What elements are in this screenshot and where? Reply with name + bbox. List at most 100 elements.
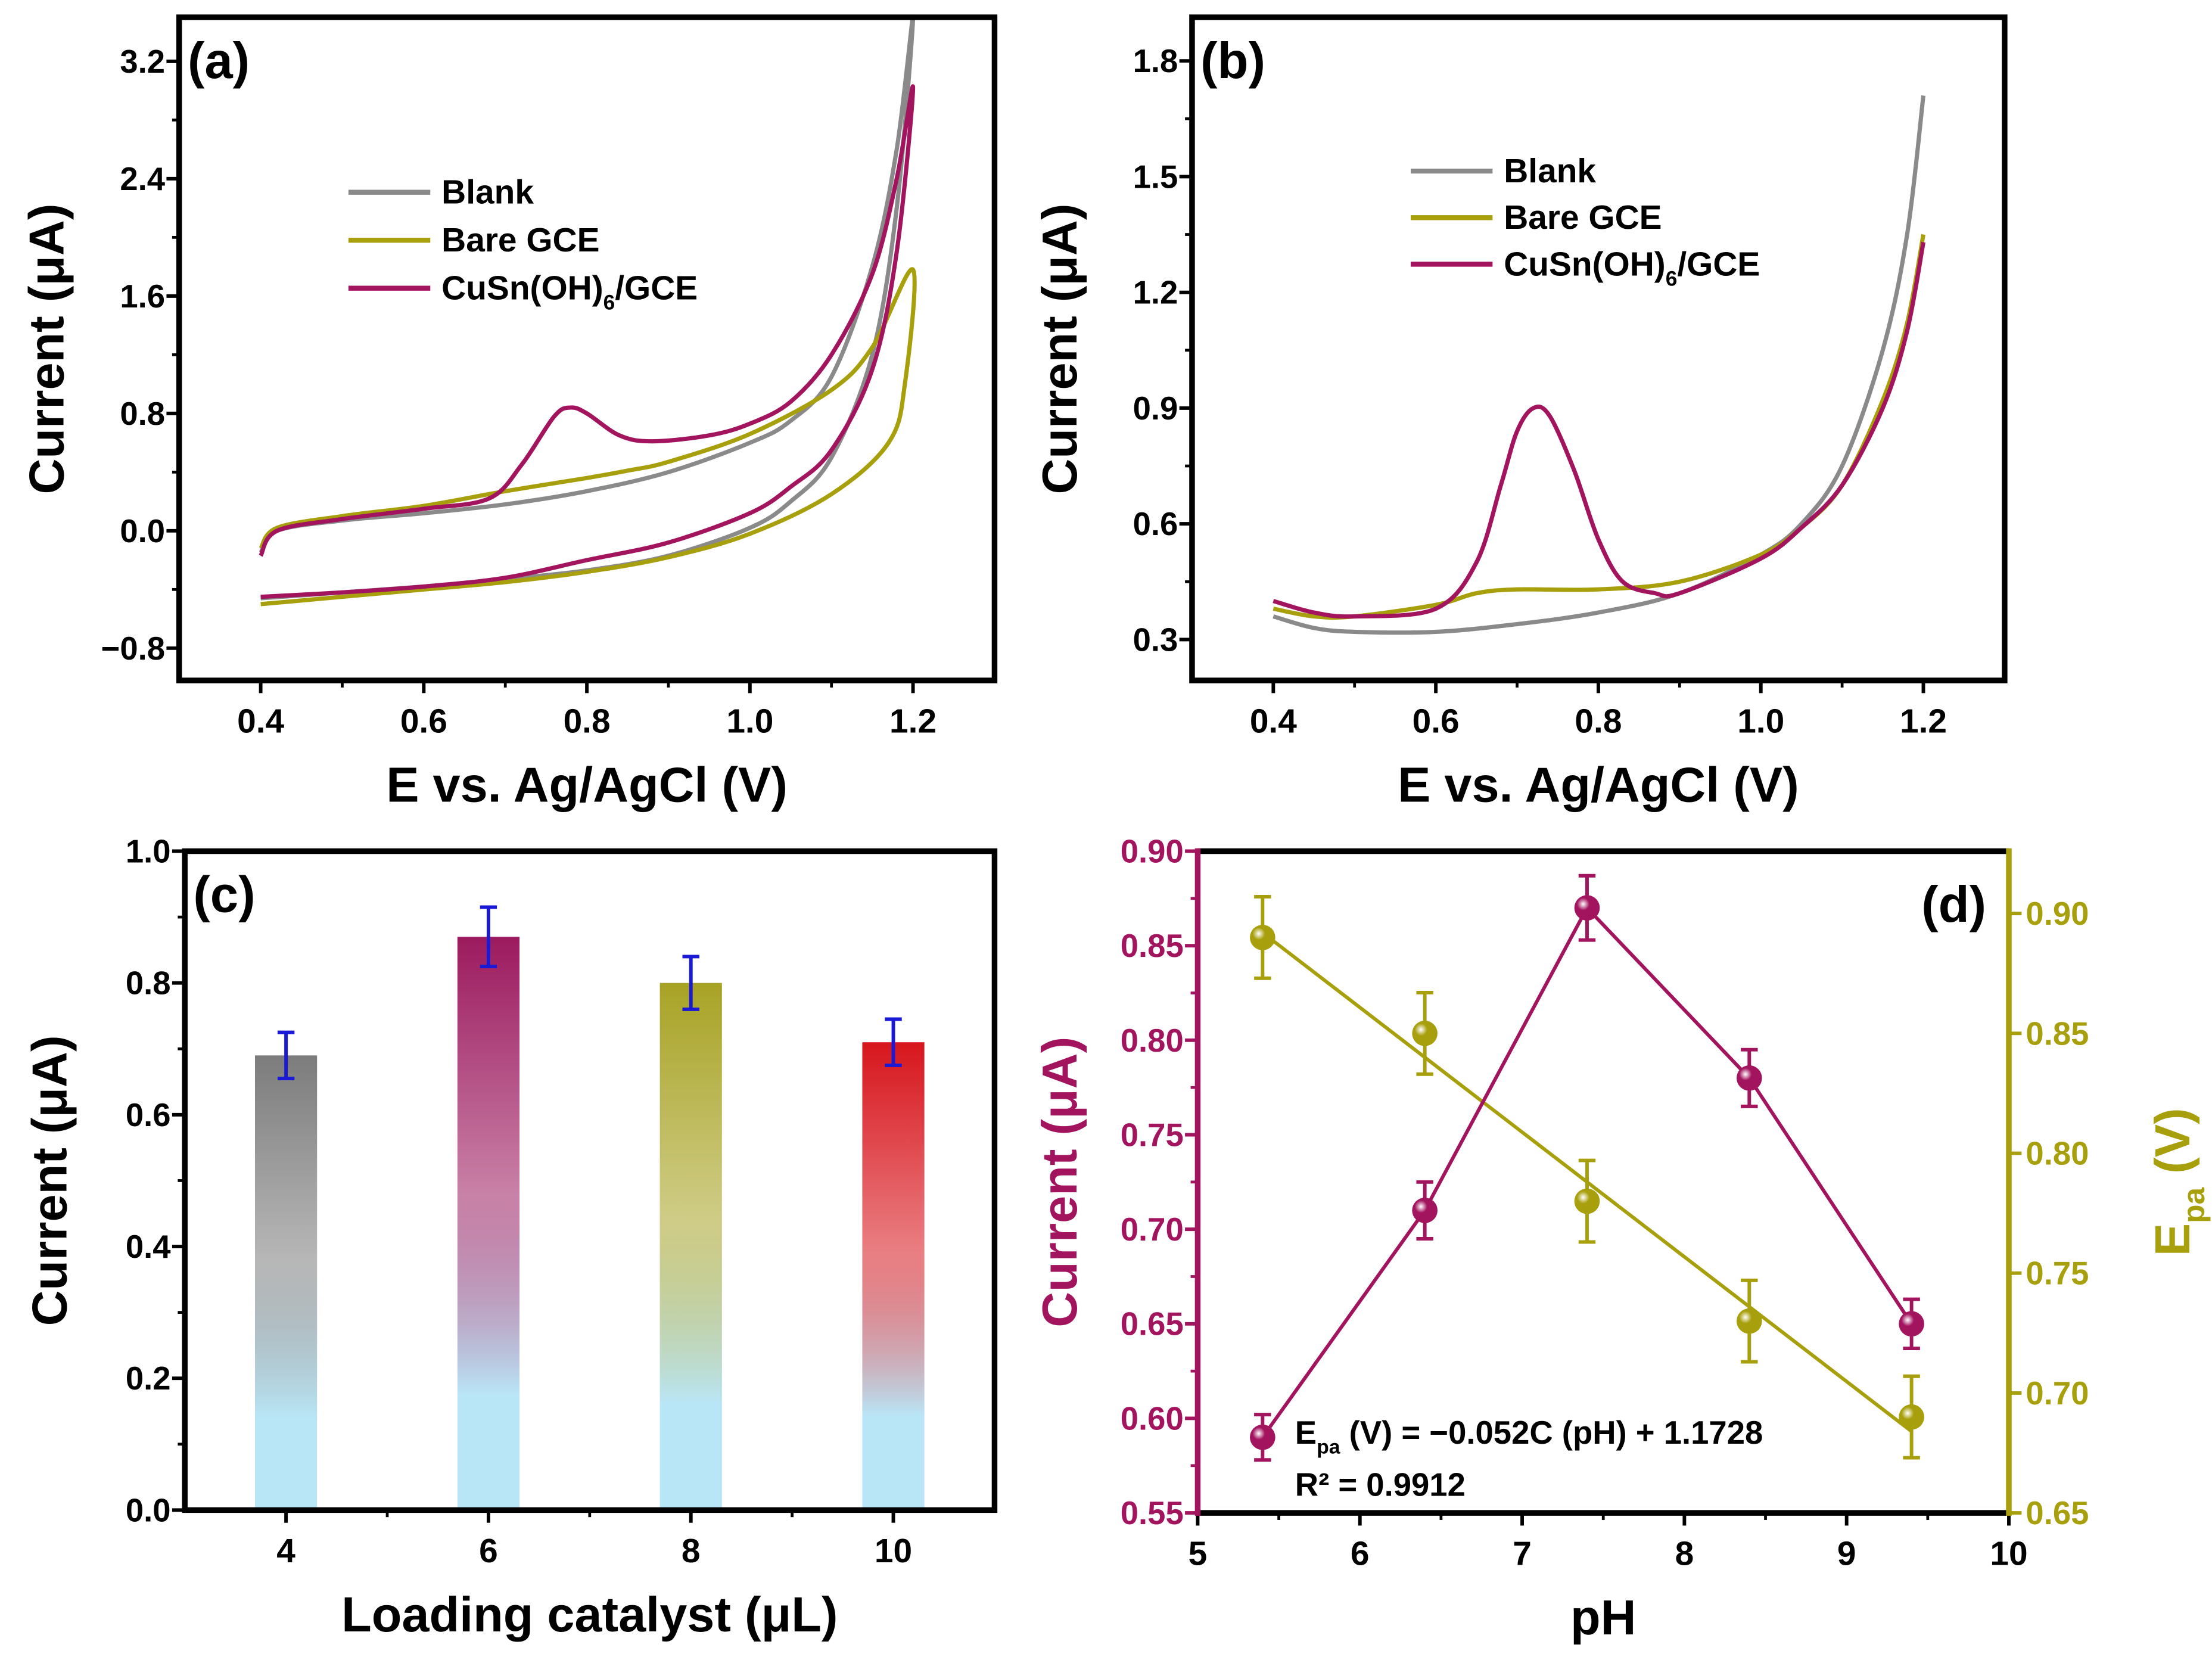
y-axis-title: Current (μA) (1032, 204, 1087, 495)
panel-label: (c) (193, 866, 255, 923)
legend-label: Bare GCE (441, 222, 599, 259)
y-tick-label: 0.65 (1121, 1306, 1184, 1342)
y-right-tick-label: 0.85 (2026, 1015, 2089, 1052)
y-tick-label: 0.55 (1121, 1495, 1184, 1531)
y-tick-label: 1.0 (126, 833, 171, 869)
y-right-tick-label: 0.75 (2026, 1255, 2089, 1292)
series-line-0 (1273, 95, 1926, 635)
x-tick-label: 1.0 (1737, 703, 1784, 741)
y-axis-title: Current (μA) (21, 1035, 77, 1326)
panel-d: 5 6 7 8 9 10 0.55 0.60 0.65 0.70 0.75 0.80 0.85 0.90 p… (1032, 833, 2211, 1645)
data-point-Epa (1574, 1188, 1600, 1214)
legend-label: CuSn(OH)6/GCE (441, 270, 698, 315)
text-part: CuSn(OH) (441, 270, 603, 307)
y-tick-label: 0.8 (120, 396, 165, 432)
data-point-Current (1899, 1311, 1924, 1337)
series-line-2 (259, 84, 916, 599)
text-part: Blank (1504, 153, 1596, 190)
x-tick-label: 1.2 (1900, 703, 1947, 741)
y-tick-label: 0.0 (120, 513, 165, 549)
bar-4 (255, 1055, 318, 1510)
y-axis-title: Current (μA) (1032, 1037, 1087, 1328)
plot-area (1273, 95, 1926, 635)
bar-8 (659, 983, 722, 1510)
x-tick-label: 1.2 (889, 703, 937, 741)
x-tick-label: 0.4 (1250, 703, 1297, 741)
series-line-1 (1273, 234, 1926, 620)
y-right-tick-label: 0.70 (2026, 1375, 2089, 1412)
subscript: pa (1317, 1435, 1340, 1458)
panel-label: (b) (1200, 33, 1265, 89)
legend-label: Blank (1504, 153, 1596, 190)
y-right-axis-title: Epa (V) (2145, 1108, 2211, 1256)
text-part: (V) (2145, 1108, 2200, 1187)
y-tick-label: 0.0 (126, 1492, 171, 1528)
r-squared: R² = 0.9912 (1295, 1467, 1466, 1503)
subscript: 6 (603, 291, 615, 315)
x-tick-label: 1.0 (726, 703, 773, 741)
panel-label: (a) (188, 33, 250, 89)
x-tick-label: 7 (1513, 1535, 1532, 1573)
y-tick-label: 0.4 (126, 1229, 171, 1265)
legend-label: Bare GCE (1504, 199, 1662, 237)
y-tick-label: 0.85 (1121, 928, 1184, 964)
bar-6 (457, 937, 520, 1510)
plot-area (259, 14, 917, 607)
y-tick-label: −0.8 (101, 630, 165, 667)
x-tick-label: 5 (1189, 1535, 1208, 1573)
text-part: /GCE (1677, 245, 1760, 283)
text-part: (V) = −0.052C (pH) + 1.1728 (1340, 1415, 1763, 1451)
x-tick-label: 10 (1990, 1535, 2027, 1573)
x-axis-title: E vs. Ag/AgCl (V) (386, 757, 788, 813)
data-point-Current (1736, 1065, 1762, 1091)
x-axis-title: pH (1570, 1590, 1636, 1645)
x-tick-label: 0.6 (1413, 703, 1460, 741)
y-tick-label: 0.75 (1121, 1117, 1184, 1153)
x-tick-label: 6 (1351, 1535, 1370, 1573)
y-tick-label: 0.80 (1121, 1022, 1184, 1059)
text-part: Blank (441, 174, 534, 212)
legend-label: CuSn(OH)6/GCE (1504, 245, 1760, 290)
fit-equation: Epa (V) = −0.052C (pH) + 1.1728 (1295, 1415, 1763, 1458)
y-tick-label: 0.6 (126, 1097, 171, 1133)
text-part: E (1295, 1415, 1317, 1451)
x-tick-label: 0.8 (564, 703, 611, 741)
plot-frame (1189, 14, 2008, 683)
x-tick-label: 0.4 (237, 703, 284, 741)
y-tick-label: 1.2 (1133, 275, 1178, 311)
panel-c: 4 6 8 10 0.0 0.2 0.4 0.6 0.8 1.0 Loading catalyst … (21, 833, 998, 1642)
data-point-Current (1412, 1198, 1438, 1223)
panel-label: (d) (1921, 876, 1986, 933)
x-tick-label: 4 (276, 1532, 295, 1570)
x-tick-label: 9 (1837, 1535, 1856, 1573)
y-tick-label: 0.8 (126, 965, 171, 1002)
y-tick-label: 0.90 (1121, 833, 1184, 869)
series-line-0 (259, 14, 916, 601)
y-tick-label: 0.9 (1133, 390, 1178, 427)
series-line-2 (1273, 241, 1926, 619)
x-tick-label: 0.6 (400, 703, 447, 741)
y-tick-label: 2.4 (120, 161, 165, 197)
plot-frame (176, 14, 998, 683)
data-point-Epa (1250, 925, 1275, 950)
data-point-Epa (1899, 1404, 1924, 1430)
text-part: CuSn(OH) (1504, 245, 1665, 283)
y-tick-label: 0.2 (126, 1360, 171, 1397)
plot-frame (182, 848, 998, 1513)
y-right-tick-label: 0.65 (2026, 1495, 2089, 1531)
panel-a: 0.4 0.6 0.8 1.0 1.2 −0.8 0.0 0.8 1.6 2.4 3.2 E vs. … (19, 14, 998, 813)
text-part: /GCE (615, 270, 698, 307)
x-tick-label: 0.8 (1575, 703, 1622, 741)
y-tick-label: 1.5 (1133, 158, 1178, 195)
series-line-1 (259, 267, 917, 607)
text-part: E (2145, 1223, 2200, 1256)
subscript: pa (2176, 1188, 2211, 1223)
plot-area (255, 905, 925, 1510)
data-point-Current (1574, 895, 1600, 921)
x-tick-label: 6 (479, 1532, 498, 1570)
legend-label: Blank (441, 174, 534, 212)
x-tick-label: 10 (875, 1532, 912, 1570)
subscript: 6 (1666, 267, 1678, 290)
y-axis-title: Current (μA) (19, 204, 74, 495)
